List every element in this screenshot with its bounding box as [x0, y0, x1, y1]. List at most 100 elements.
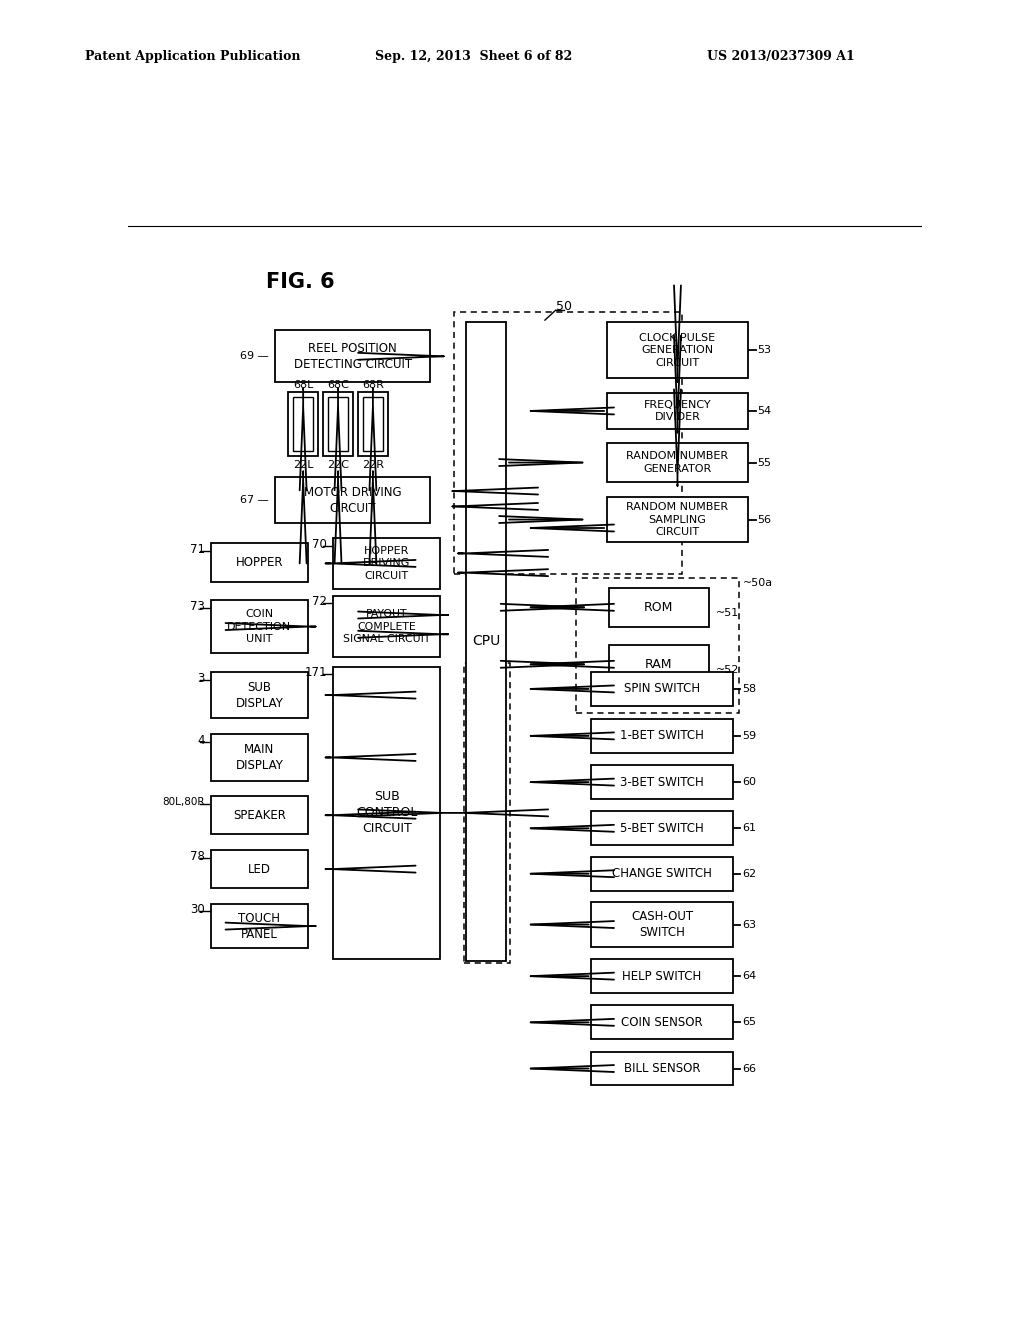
Bar	[211, 904, 308, 949]
Text: 69 —: 69 —	[241, 351, 269, 362]
Text: 5-BET SWITCH: 5-BET SWITCH	[621, 822, 703, 834]
Text: FIG. 6: FIG. 6	[266, 272, 335, 292]
Text: COIN
DETECTION
UNIT: COIN DETECTION UNIT	[227, 609, 292, 644]
Bar	[592, 719, 732, 752]
Text: RANDOM NUMBER
GENERATOR: RANDOM NUMBER GENERATOR	[627, 451, 728, 474]
Text: 59: 59	[741, 731, 756, 741]
Text: CHANGE SWITCH: CHANGE SWITCH	[612, 867, 712, 880]
Bar	[592, 960, 732, 993]
Text: 58: 58	[741, 684, 756, 694]
Bar	[575, 578, 738, 713]
Text: TOUCH
PANEL: TOUCH PANEL	[239, 912, 281, 941]
Text: 61: 61	[741, 824, 756, 833]
Text: ~50a: ~50a	[742, 578, 773, 589]
Text: US 2013/0237309 A1: US 2013/0237309 A1	[707, 50, 854, 63]
Text: ~52: ~52	[716, 665, 739, 676]
Text: 56: 56	[758, 515, 771, 524]
Text: SUB
CONTROL
CIRCUIT: SUB CONTROL CIRCUIT	[356, 791, 418, 836]
Bar	[592, 672, 732, 706]
Text: 62: 62	[741, 869, 756, 879]
Bar	[466, 322, 506, 961]
Text: HELP SWITCH: HELP SWITCH	[623, 970, 701, 982]
Text: 3: 3	[198, 672, 205, 685]
Bar	[211, 601, 308, 653]
Bar	[211, 850, 308, 888]
Text: 30: 30	[190, 903, 205, 916]
Text: PAYOUT
COMPLETE
SIGNAL CIRCUIT: PAYOUT COMPLETE SIGNAL CIRCUIT	[343, 609, 430, 644]
Text: 73: 73	[189, 601, 205, 612]
Bar	[608, 645, 710, 684]
Text: 78: 78	[189, 850, 205, 862]
Bar	[328, 397, 348, 451]
Bar	[293, 397, 313, 451]
Text: HOPPER
DRIVING
CIRCUIT: HOPPER DRIVING CIRCUIT	[364, 546, 411, 581]
Text: 68L: 68L	[293, 380, 313, 389]
Text: 67 —: 67 —	[241, 495, 269, 506]
Bar	[324, 392, 352, 455]
Text: 3-BET SWITCH: 3-BET SWITCH	[621, 776, 703, 788]
Bar	[211, 672, 308, 718]
Bar	[607, 444, 748, 482]
Text: 22R: 22R	[361, 459, 384, 470]
Bar	[211, 734, 308, 780]
Text: BILL SENSOR: BILL SENSOR	[624, 1063, 700, 1074]
Bar	[334, 539, 440, 589]
Bar	[454, 313, 682, 574]
Text: Sep. 12, 2013  Sheet 6 of 82: Sep. 12, 2013 Sheet 6 of 82	[375, 50, 572, 63]
Bar	[275, 478, 430, 524]
Text: ~51: ~51	[716, 609, 738, 619]
Bar	[592, 812, 732, 845]
Text: ROM: ROM	[644, 601, 674, 614]
Text: 70: 70	[312, 537, 328, 550]
Bar	[592, 766, 732, 799]
Text: 68R: 68R	[361, 380, 384, 389]
Text: COIN SENSOR: COIN SENSOR	[622, 1016, 702, 1028]
Text: SPIN SWITCH: SPIN SWITCH	[624, 682, 700, 696]
Text: HOPPER: HOPPER	[236, 556, 283, 569]
Text: 54: 54	[758, 407, 771, 416]
Bar	[464, 663, 510, 964]
Bar	[592, 857, 732, 891]
Text: 171: 171	[305, 667, 328, 680]
Text: 71: 71	[189, 543, 205, 556]
Text: Patent Application Publication: Patent Application Publication	[85, 50, 300, 63]
Text: MOTOR DRIVING
CIRCUIT: MOTOR DRIVING CIRCUIT	[304, 486, 401, 515]
Text: 50: 50	[556, 300, 571, 313]
Text: CLOCK PULSE
GENERATION
CIRCUIT: CLOCK PULSE GENERATION CIRCUIT	[639, 333, 716, 367]
Text: CPU: CPU	[472, 634, 500, 648]
Bar	[334, 595, 440, 657]
Bar	[592, 903, 732, 946]
Text: 63: 63	[741, 920, 756, 929]
Text: 66: 66	[741, 1064, 756, 1073]
Bar	[334, 667, 440, 960]
Bar	[607, 498, 748, 543]
Text: 1-BET SWITCH: 1-BET SWITCH	[621, 730, 703, 742]
Text: LED: LED	[248, 862, 271, 875]
Text: 65: 65	[741, 1018, 756, 1027]
Text: SUB
DISPLAY: SUB DISPLAY	[236, 681, 284, 710]
Text: RANDOM NUMBER
SAMPLING
CIRCUIT: RANDOM NUMBER SAMPLING CIRCUIT	[627, 502, 728, 537]
Text: SPEAKER: SPEAKER	[232, 809, 286, 822]
Text: FREQUENCY
DIVIDER: FREQUENCY DIVIDER	[644, 400, 712, 422]
Bar	[607, 393, 748, 429]
Bar	[592, 1006, 732, 1039]
Text: 4: 4	[198, 734, 205, 747]
Text: 64: 64	[741, 972, 756, 981]
Text: 55: 55	[758, 458, 771, 467]
Text: 68C: 68C	[327, 380, 349, 389]
Text: 72: 72	[312, 595, 328, 609]
Text: 22C: 22C	[327, 459, 349, 470]
Bar	[592, 1052, 732, 1085]
Bar	[607, 322, 748, 378]
Bar	[211, 544, 308, 582]
Text: 80L,80R: 80L,80R	[162, 797, 205, 807]
Text: RAM: RAM	[645, 657, 673, 671]
Text: REEL POSITION
DETECTING CIRCUIT: REEL POSITION DETECTING CIRCUIT	[294, 342, 412, 371]
Bar	[289, 392, 317, 455]
Bar	[608, 589, 710, 627]
Text: 53: 53	[758, 345, 771, 355]
Text: 60: 60	[741, 777, 756, 787]
Bar	[211, 796, 308, 834]
Bar	[362, 397, 383, 451]
Bar	[275, 330, 430, 383]
